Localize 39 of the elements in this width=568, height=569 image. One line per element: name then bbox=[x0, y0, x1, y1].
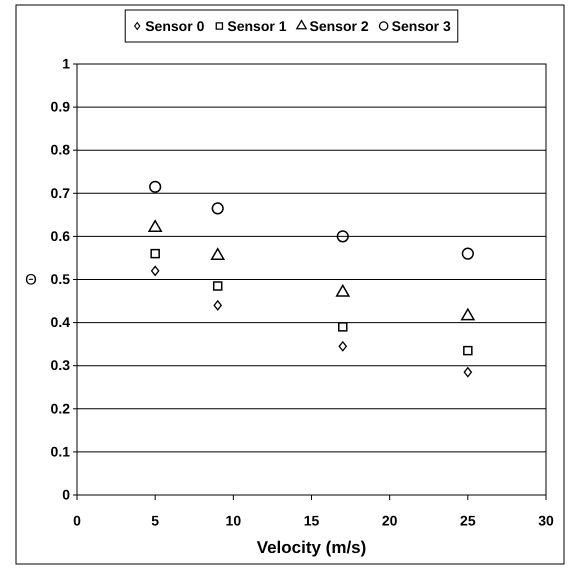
x-tick-label: 25 bbox=[460, 512, 476, 528]
point bbox=[462, 248, 474, 260]
point bbox=[338, 322, 348, 332]
y-tick-label: 1 bbox=[62, 55, 70, 72]
point bbox=[150, 266, 160, 276]
y-tick-label: 0.3 bbox=[50, 357, 70, 374]
point bbox=[213, 300, 222, 310]
legend-label: Sensor 1 bbox=[227, 18, 287, 34]
point bbox=[463, 346, 473, 356]
point bbox=[212, 202, 224, 214]
point bbox=[338, 341, 347, 352]
x-tick-label: 5 bbox=[151, 512, 160, 528]
y-tick-label: 0.5 bbox=[50, 270, 70, 287]
point bbox=[212, 281, 222, 291]
y-axis-title: Θ bbox=[25, 272, 37, 288]
y-tick-label: 0.2 bbox=[50, 400, 70, 416]
y-tick-label: 0 bbox=[62, 486, 70, 502]
point bbox=[336, 230, 349, 242]
point bbox=[336, 284, 350, 297]
point bbox=[464, 367, 472, 378]
point bbox=[210, 248, 225, 260]
y-tick-label: 0.1 bbox=[50, 443, 70, 460]
legend-label: Sensor 0 bbox=[145, 18, 205, 34]
x-tick-label: 15 bbox=[304, 512, 320, 528]
point bbox=[150, 248, 160, 258]
x-tick-label: 10 bbox=[226, 512, 242, 528]
point bbox=[148, 220, 162, 232]
x-tick-label: 0 bbox=[73, 512, 82, 528]
x-tick-label: 30 bbox=[538, 512, 554, 528]
point bbox=[149, 180, 162, 193]
y-tick-label: 0.7 bbox=[50, 184, 70, 201]
legend-label: Sensor 3 bbox=[392, 18, 451, 34]
y-tick-label: 0.8 bbox=[50, 142, 70, 158]
x-tick-label: 20 bbox=[382, 512, 398, 528]
y-tick-label: 0.4 bbox=[50, 314, 70, 330]
y-tick-label: 0.6 bbox=[50, 228, 70, 244]
y-tick-label: 0.9 bbox=[50, 98, 70, 115]
x-axis-title: Velocity (m/s) bbox=[256, 538, 366, 557]
legend-label: Sensor 2 bbox=[310, 18, 369, 34]
